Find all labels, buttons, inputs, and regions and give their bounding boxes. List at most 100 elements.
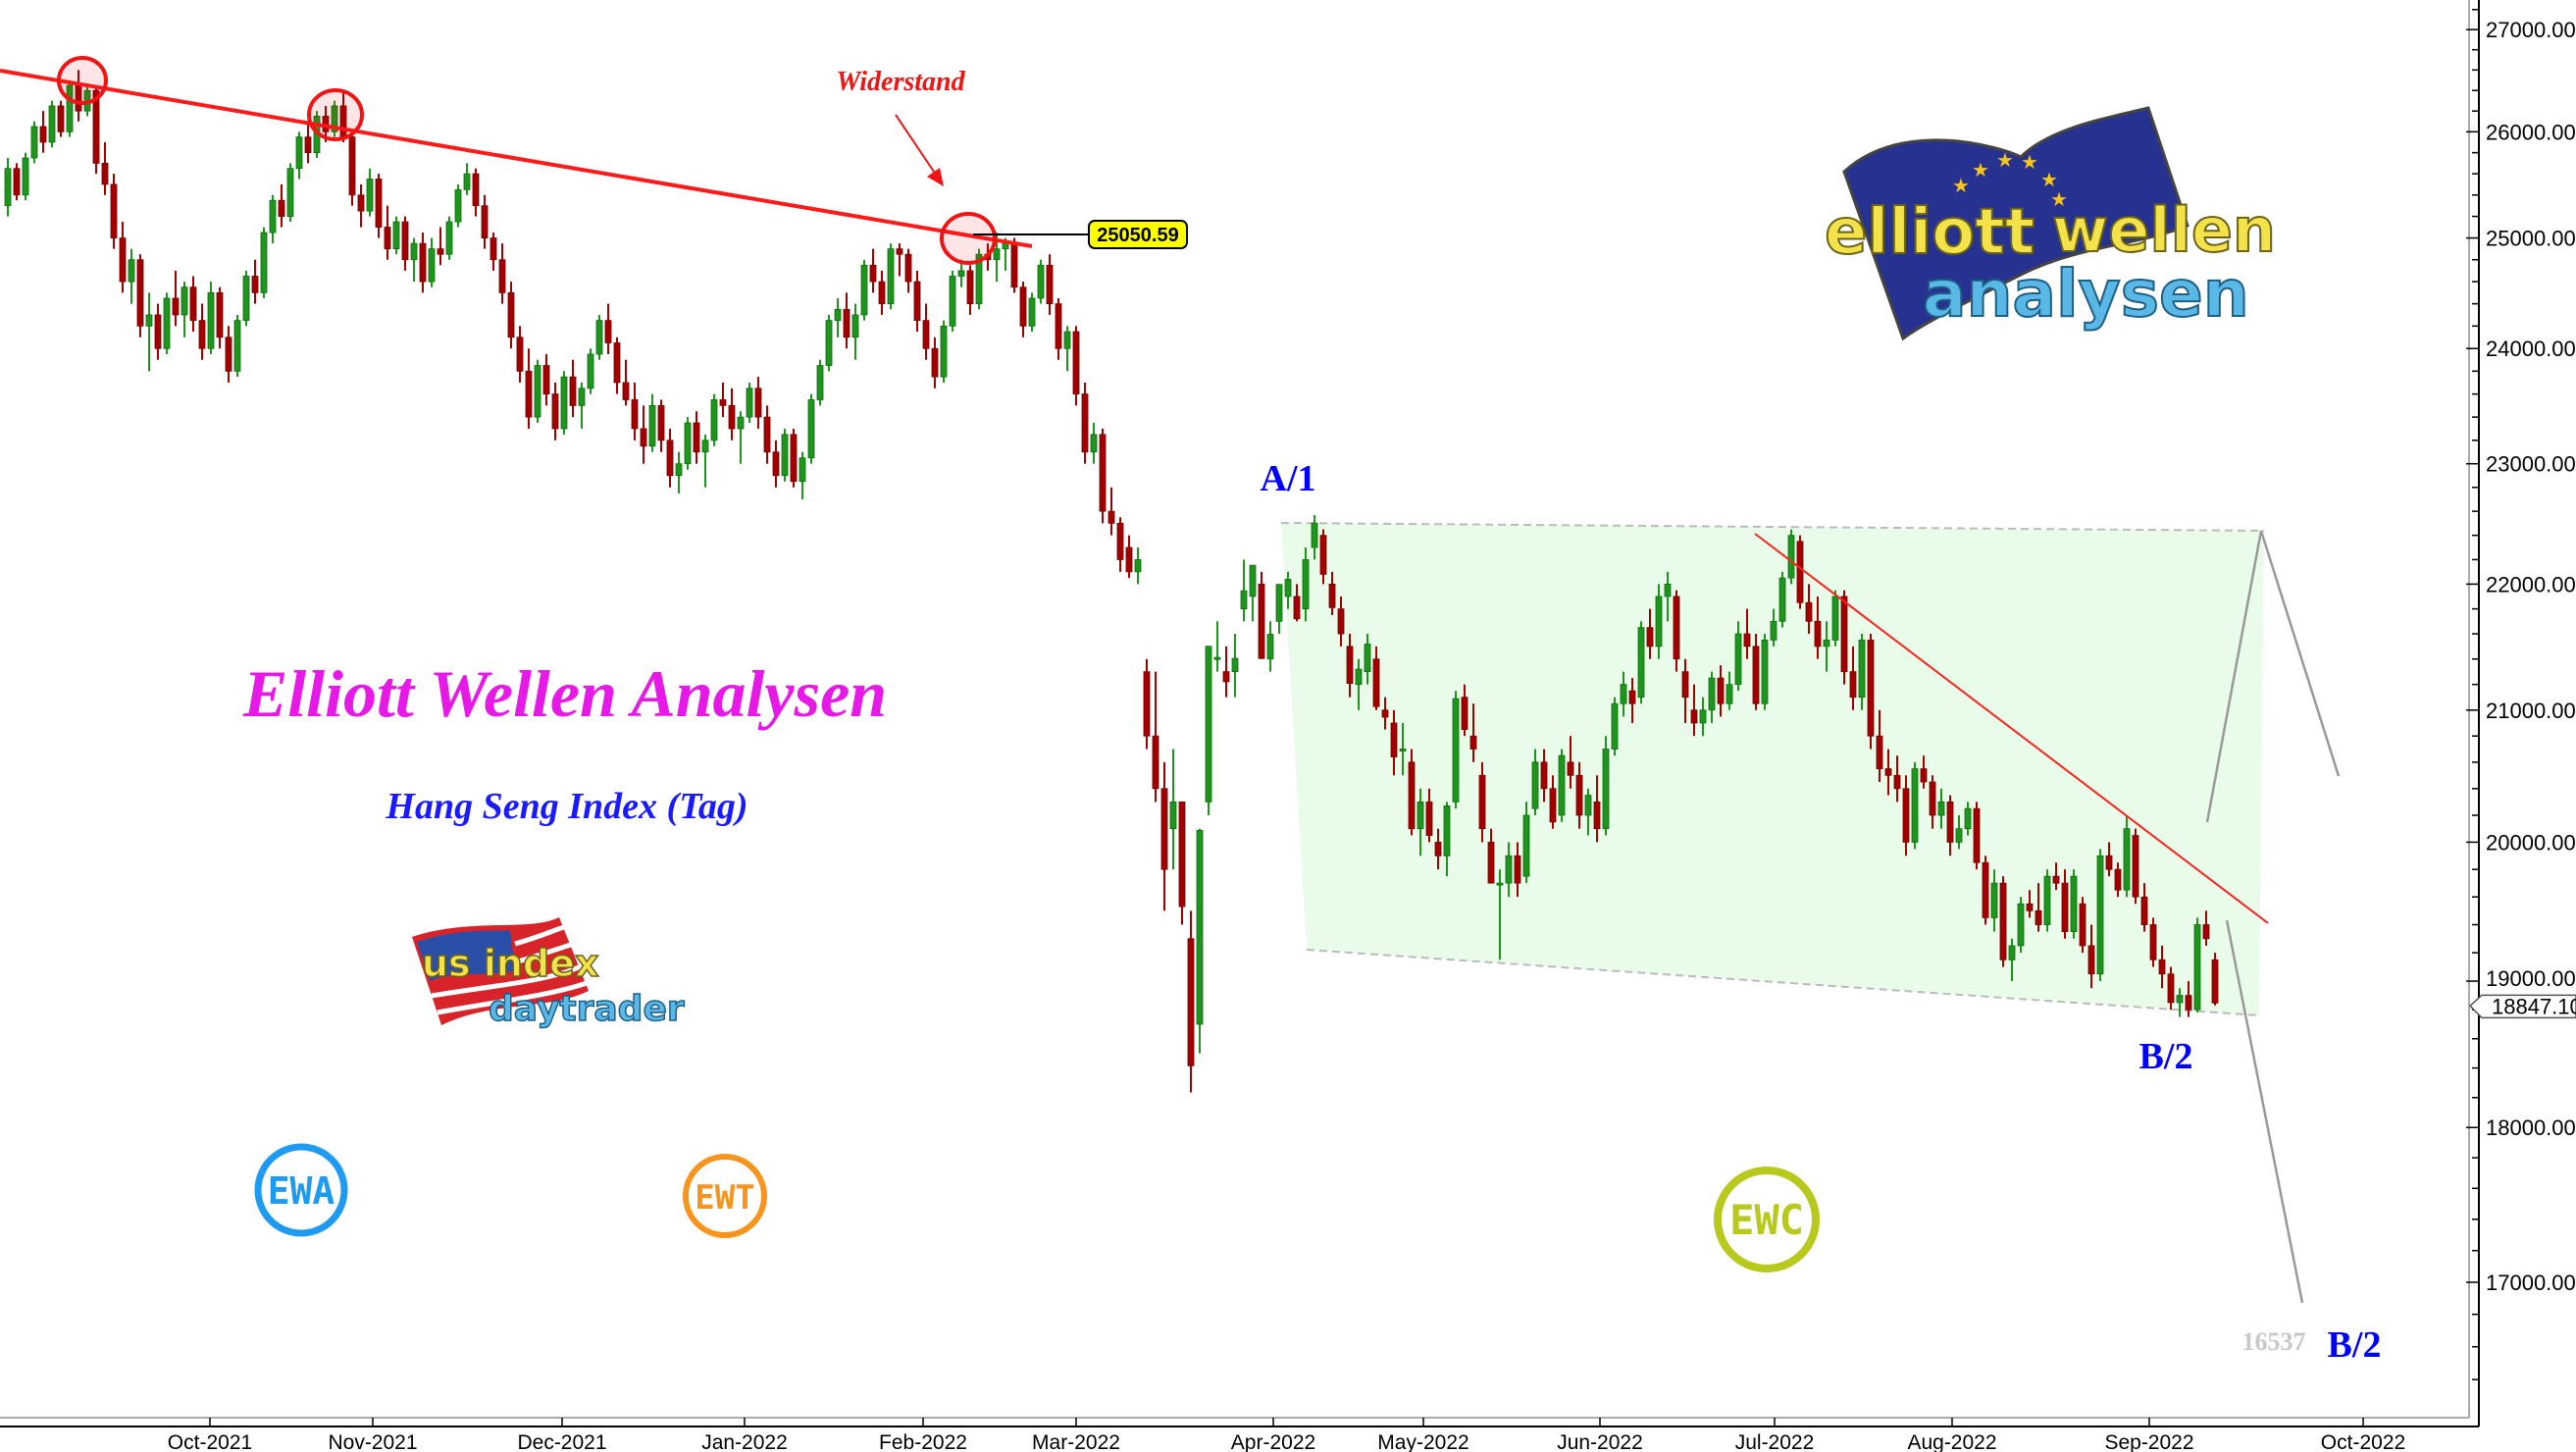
candle (22, 152, 29, 201)
channel-top-edge (1280, 522, 2265, 532)
candle (666, 428, 674, 488)
x-tick-label: Dec-2021 (517, 1431, 606, 1452)
candle-body (1893, 774, 1901, 790)
svg-text:★: ★ (2050, 187, 2068, 211)
candle-body (1628, 690, 1636, 704)
candle-body (1187, 938, 1195, 1066)
candle (966, 265, 974, 315)
candle-body (1258, 583, 1265, 659)
candle-body (1999, 882, 2007, 960)
candle (1099, 428, 1107, 524)
candle (1717, 665, 1725, 717)
candle (2105, 842, 2113, 877)
candle-body (834, 308, 842, 322)
channel-bottom-edge (1306, 949, 2260, 1016)
svg-text:★: ★ (1996, 148, 2014, 172)
candle-body (1673, 596, 1680, 660)
ewa-badge[interactable]: EWA (254, 1143, 348, 1237)
candle-body (2026, 903, 2034, 911)
candle-body (1946, 801, 1954, 843)
candle (1522, 802, 1530, 884)
candle (1337, 596, 1345, 647)
candle-body (931, 347, 939, 378)
candle-body (172, 297, 180, 316)
candle-body (1655, 596, 1663, 648)
candle (1293, 584, 1301, 622)
candle (1311, 515, 1318, 560)
candle (1266, 621, 1274, 672)
candle-body (975, 253, 983, 305)
candle (1116, 517, 1124, 572)
candle-body (2096, 855, 2104, 975)
candle (1805, 584, 1813, 635)
candle (1010, 237, 1018, 293)
candle-body (375, 179, 383, 228)
candle-body (1152, 735, 1159, 790)
candle (816, 359, 824, 406)
candle-body (463, 173, 471, 190)
candle (1302, 547, 1310, 622)
candle (1328, 571, 1336, 615)
candle (1911, 761, 1919, 850)
candle (1770, 608, 1777, 647)
candle-body (1125, 546, 1133, 573)
candle-body (1002, 242, 1009, 250)
candle (1461, 684, 1468, 737)
candle (2070, 869, 2078, 939)
candle (560, 371, 568, 435)
candle-body (1461, 697, 1468, 730)
candle (1664, 571, 1672, 622)
candle (1364, 634, 1371, 685)
ewt-badge[interactable]: EWT (683, 1154, 767, 1238)
last-price-marker: 18847.10 (2468, 994, 2576, 1018)
candle-body (295, 136, 303, 170)
candle-body (445, 221, 453, 255)
x-tick-label: Sep-2022 (2104, 1431, 2193, 1452)
ewc-badge[interactable]: EWC (1714, 1167, 1820, 1272)
candle (2079, 897, 2087, 954)
candle-body (2061, 882, 2069, 933)
wave-label-a1: A/1 (1261, 458, 1316, 499)
candle (392, 216, 400, 255)
candle (604, 303, 612, 354)
candle-body (1072, 331, 1080, 395)
candle (1831, 590, 1839, 647)
candle-body (278, 199, 285, 217)
candle (4, 157, 12, 217)
candle (57, 100, 65, 137)
svg-text:★: ★ (1952, 174, 1970, 197)
candle-body (260, 232, 268, 293)
candle (1205, 646, 1212, 815)
candle-body (807, 399, 815, 459)
candle (1196, 828, 1204, 1054)
candle (489, 233, 497, 271)
candle (419, 233, 427, 293)
candle-body (454, 188, 462, 223)
candle (1081, 382, 1089, 464)
candle (1178, 801, 1186, 925)
candle (896, 243, 903, 277)
candle (2043, 869, 2051, 932)
candle (1417, 788, 1424, 856)
candle-body (1973, 807, 1981, 863)
candle (1620, 671, 1627, 717)
candle-body (1876, 735, 1883, 769)
candle (375, 174, 383, 238)
candle-body (392, 221, 400, 250)
candle-body (507, 291, 515, 338)
candle-body (1955, 828, 1963, 843)
candle (1019, 282, 1027, 337)
candle (693, 411, 700, 464)
candle-body (843, 308, 850, 338)
candle-body (1752, 646, 1760, 704)
candle (163, 292, 171, 354)
candle-body (2140, 896, 2148, 925)
candle-body (710, 399, 718, 441)
resistance-touch-circle (307, 88, 364, 141)
candle-body (1090, 434, 1098, 453)
candle (587, 348, 594, 394)
candle-body (790, 434, 798, 483)
candle-body (1787, 535, 1795, 579)
candle (1567, 736, 1574, 789)
candle-body (1293, 596, 1301, 620)
